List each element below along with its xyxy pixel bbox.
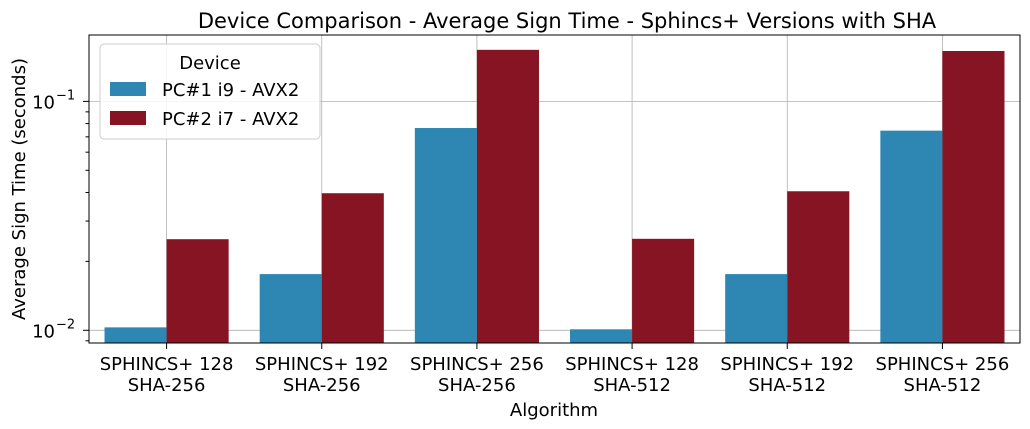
bar-series-1-cat-4 bbox=[570, 329, 633, 343]
y-tick-label-exponent: −2 bbox=[56, 317, 75, 332]
bar-series-1-cat-6 bbox=[880, 130, 943, 343]
legend-swatch-pc2 bbox=[110, 111, 146, 125]
bar-series-1-cat-1 bbox=[104, 327, 167, 343]
x-tick-label: SPHINCS+ 192 bbox=[720, 354, 854, 375]
bar-series-2-cat-2 bbox=[321, 193, 384, 343]
x-tick-label: SPHINCS+ 256 bbox=[410, 354, 544, 375]
x-tick-label: SHA-256 bbox=[283, 375, 361, 396]
legend-swatch-pc1 bbox=[110, 82, 146, 96]
y-tick-label: 10 bbox=[32, 92, 55, 113]
x-tick-label: SPHINCS+ 256 bbox=[876, 354, 1010, 375]
x-tick-label: SHA-512 bbox=[748, 375, 826, 396]
axes-frame bbox=[88, 34, 1021, 344]
legend-box bbox=[99, 43, 321, 140]
bar-series-2-cat-5 bbox=[787, 191, 850, 343]
bar-series-2-cat-3 bbox=[476, 49, 539, 343]
x-tick-label: SHA-256 bbox=[438, 375, 516, 396]
bar-series-1-cat-3 bbox=[414, 128, 477, 343]
x-tick-label: SPHINCS+ 128 bbox=[565, 354, 699, 375]
y-tick-label-exponent: −1 bbox=[56, 88, 75, 103]
bar-series-2-cat-1 bbox=[166, 239, 229, 343]
x-tick-label: SPHINCS+ 192 bbox=[255, 354, 389, 375]
x-tick-label: SPHINCS+ 128 bbox=[100, 354, 234, 375]
legend-title: Device bbox=[179, 53, 241, 74]
bar-series-1-cat-2 bbox=[259, 274, 322, 343]
legend-label-pc2: PC#2 i7 - AVX2 bbox=[162, 109, 299, 130]
x-tick-label: SHA-512 bbox=[593, 375, 671, 396]
bar-series-2-cat-6 bbox=[942, 51, 1005, 343]
x-tick-label: SHA-256 bbox=[128, 375, 206, 396]
x-axis-label: Algorithm bbox=[510, 400, 598, 421]
y-tick-label: 10 bbox=[32, 321, 55, 342]
x-tick-label: SHA-512 bbox=[904, 375, 982, 396]
legend: Device PC#1 i9 - AVX2 PC#2 i7 - AVX2 bbox=[99, 43, 321, 140]
y-axis-label: Average Sign Time (seconds) bbox=[9, 58, 30, 320]
legend-label-pc1: PC#1 i9 - AVX2 bbox=[162, 80, 299, 101]
bar-series-2-cat-4 bbox=[632, 238, 695, 343]
bar-series-1-cat-5 bbox=[725, 274, 788, 343]
chart-title: Device Comparison - Average Sign Time - … bbox=[198, 9, 937, 33]
bars bbox=[104, 49, 1005, 343]
